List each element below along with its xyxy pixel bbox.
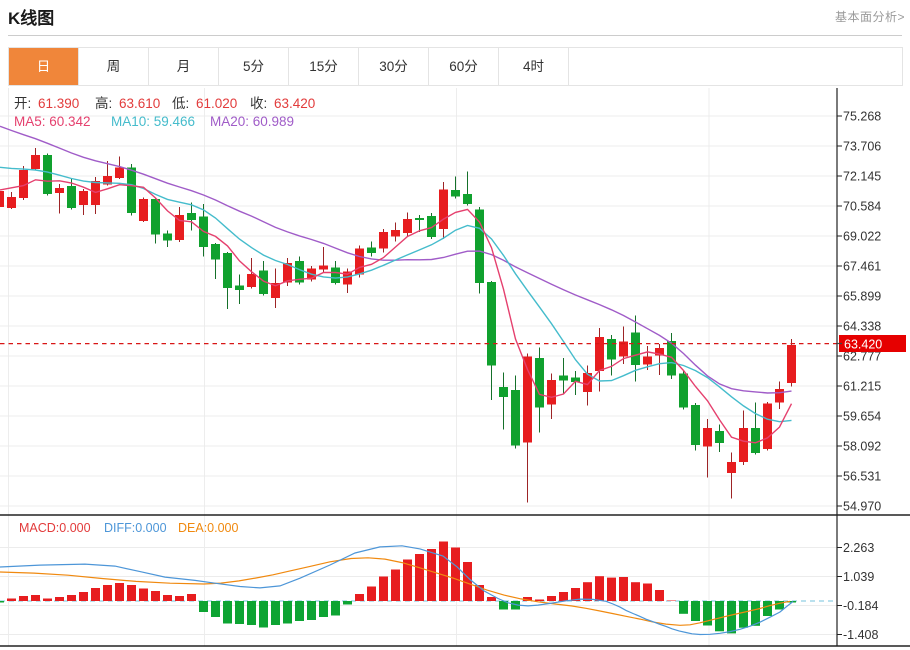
svg-text:MA20: 60.989: MA20: 60.989 bbox=[210, 114, 294, 129]
svg-text:59.654: 59.654 bbox=[843, 410, 881, 424]
svg-text:MA10: 59.466: MA10: 59.466 bbox=[111, 114, 195, 129]
svg-text:75.268: 75.268 bbox=[843, 110, 881, 124]
svg-text:62.777: 62.777 bbox=[843, 350, 881, 364]
svg-text:63.420: 63.420 bbox=[274, 96, 315, 111]
svg-text:65.899: 65.899 bbox=[843, 290, 881, 304]
svg-text:低:: 低: bbox=[172, 96, 189, 111]
svg-text:-1.408: -1.408 bbox=[843, 628, 878, 642]
svg-text:70.584: 70.584 bbox=[843, 200, 881, 214]
svg-text:67.461: 67.461 bbox=[843, 260, 881, 274]
svg-text:61.390: 61.390 bbox=[38, 96, 79, 111]
svg-text:58.092: 58.092 bbox=[843, 440, 881, 454]
svg-text:开:: 开: bbox=[14, 96, 31, 111]
svg-text:MACD:0.000: MACD:0.000 bbox=[19, 521, 91, 535]
svg-text:2.263: 2.263 bbox=[843, 541, 874, 555]
svg-text:64.338: 64.338 bbox=[843, 320, 881, 334]
svg-text:收:: 收: bbox=[250, 96, 267, 111]
svg-text:-0.184: -0.184 bbox=[843, 599, 878, 613]
svg-text:73.706: 73.706 bbox=[843, 140, 881, 154]
svg-text:高:: 高: bbox=[95, 95, 112, 111]
svg-text:72.145: 72.145 bbox=[843, 170, 881, 184]
svg-text:54.970: 54.970 bbox=[843, 500, 881, 514]
svg-text:56.531: 56.531 bbox=[843, 470, 881, 484]
svg-text:61.215: 61.215 bbox=[843, 380, 881, 394]
svg-text:63.610: 63.610 bbox=[119, 96, 160, 111]
svg-text:DIFF:0.000: DIFF:0.000 bbox=[104, 521, 167, 535]
svg-text:1.039: 1.039 bbox=[843, 570, 874, 584]
svg-text:63.420: 63.420 bbox=[844, 338, 882, 352]
svg-text:MA5: 60.342: MA5: 60.342 bbox=[14, 114, 91, 129]
svg-text:DEA:0.000: DEA:0.000 bbox=[178, 521, 239, 535]
svg-text:69.022: 69.022 bbox=[843, 230, 881, 244]
svg-text:61.020: 61.020 bbox=[196, 96, 237, 111]
